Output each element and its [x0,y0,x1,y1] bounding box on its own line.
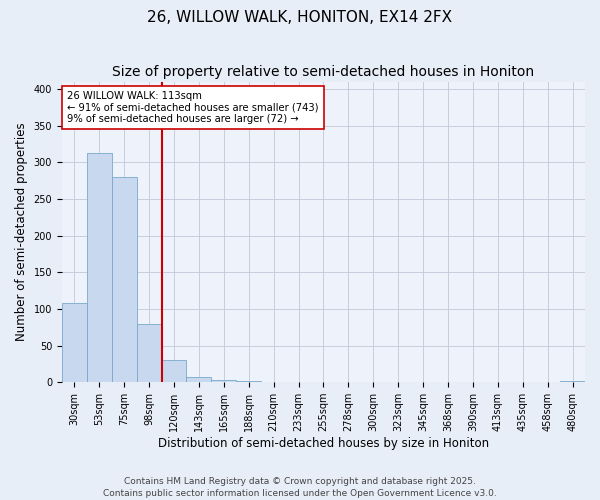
Text: 26 WILLOW WALK: 113sqm
← 91% of semi-detached houses are smaller (743)
9% of sem: 26 WILLOW WALK: 113sqm ← 91% of semi-det… [67,90,319,124]
Bar [211,380,236,382]
Text: 26, WILLOW WALK, HONITON, EX14 2FX: 26, WILLOW WALK, HONITON, EX14 2FX [148,10,452,25]
Bar [87,152,112,382]
Y-axis label: Number of semi-detached properties: Number of semi-detached properties [15,122,28,341]
Bar [112,177,137,382]
Bar [62,303,87,382]
Bar [161,360,187,382]
Bar [137,324,161,382]
Bar [560,381,585,382]
Title: Size of property relative to semi-detached houses in Honiton: Size of property relative to semi-detach… [112,65,535,79]
Text: Contains HM Land Registry data © Crown copyright and database right 2025.
Contai: Contains HM Land Registry data © Crown c… [103,476,497,498]
Bar [187,377,211,382]
X-axis label: Distribution of semi-detached houses by size in Honiton: Distribution of semi-detached houses by … [158,437,489,450]
